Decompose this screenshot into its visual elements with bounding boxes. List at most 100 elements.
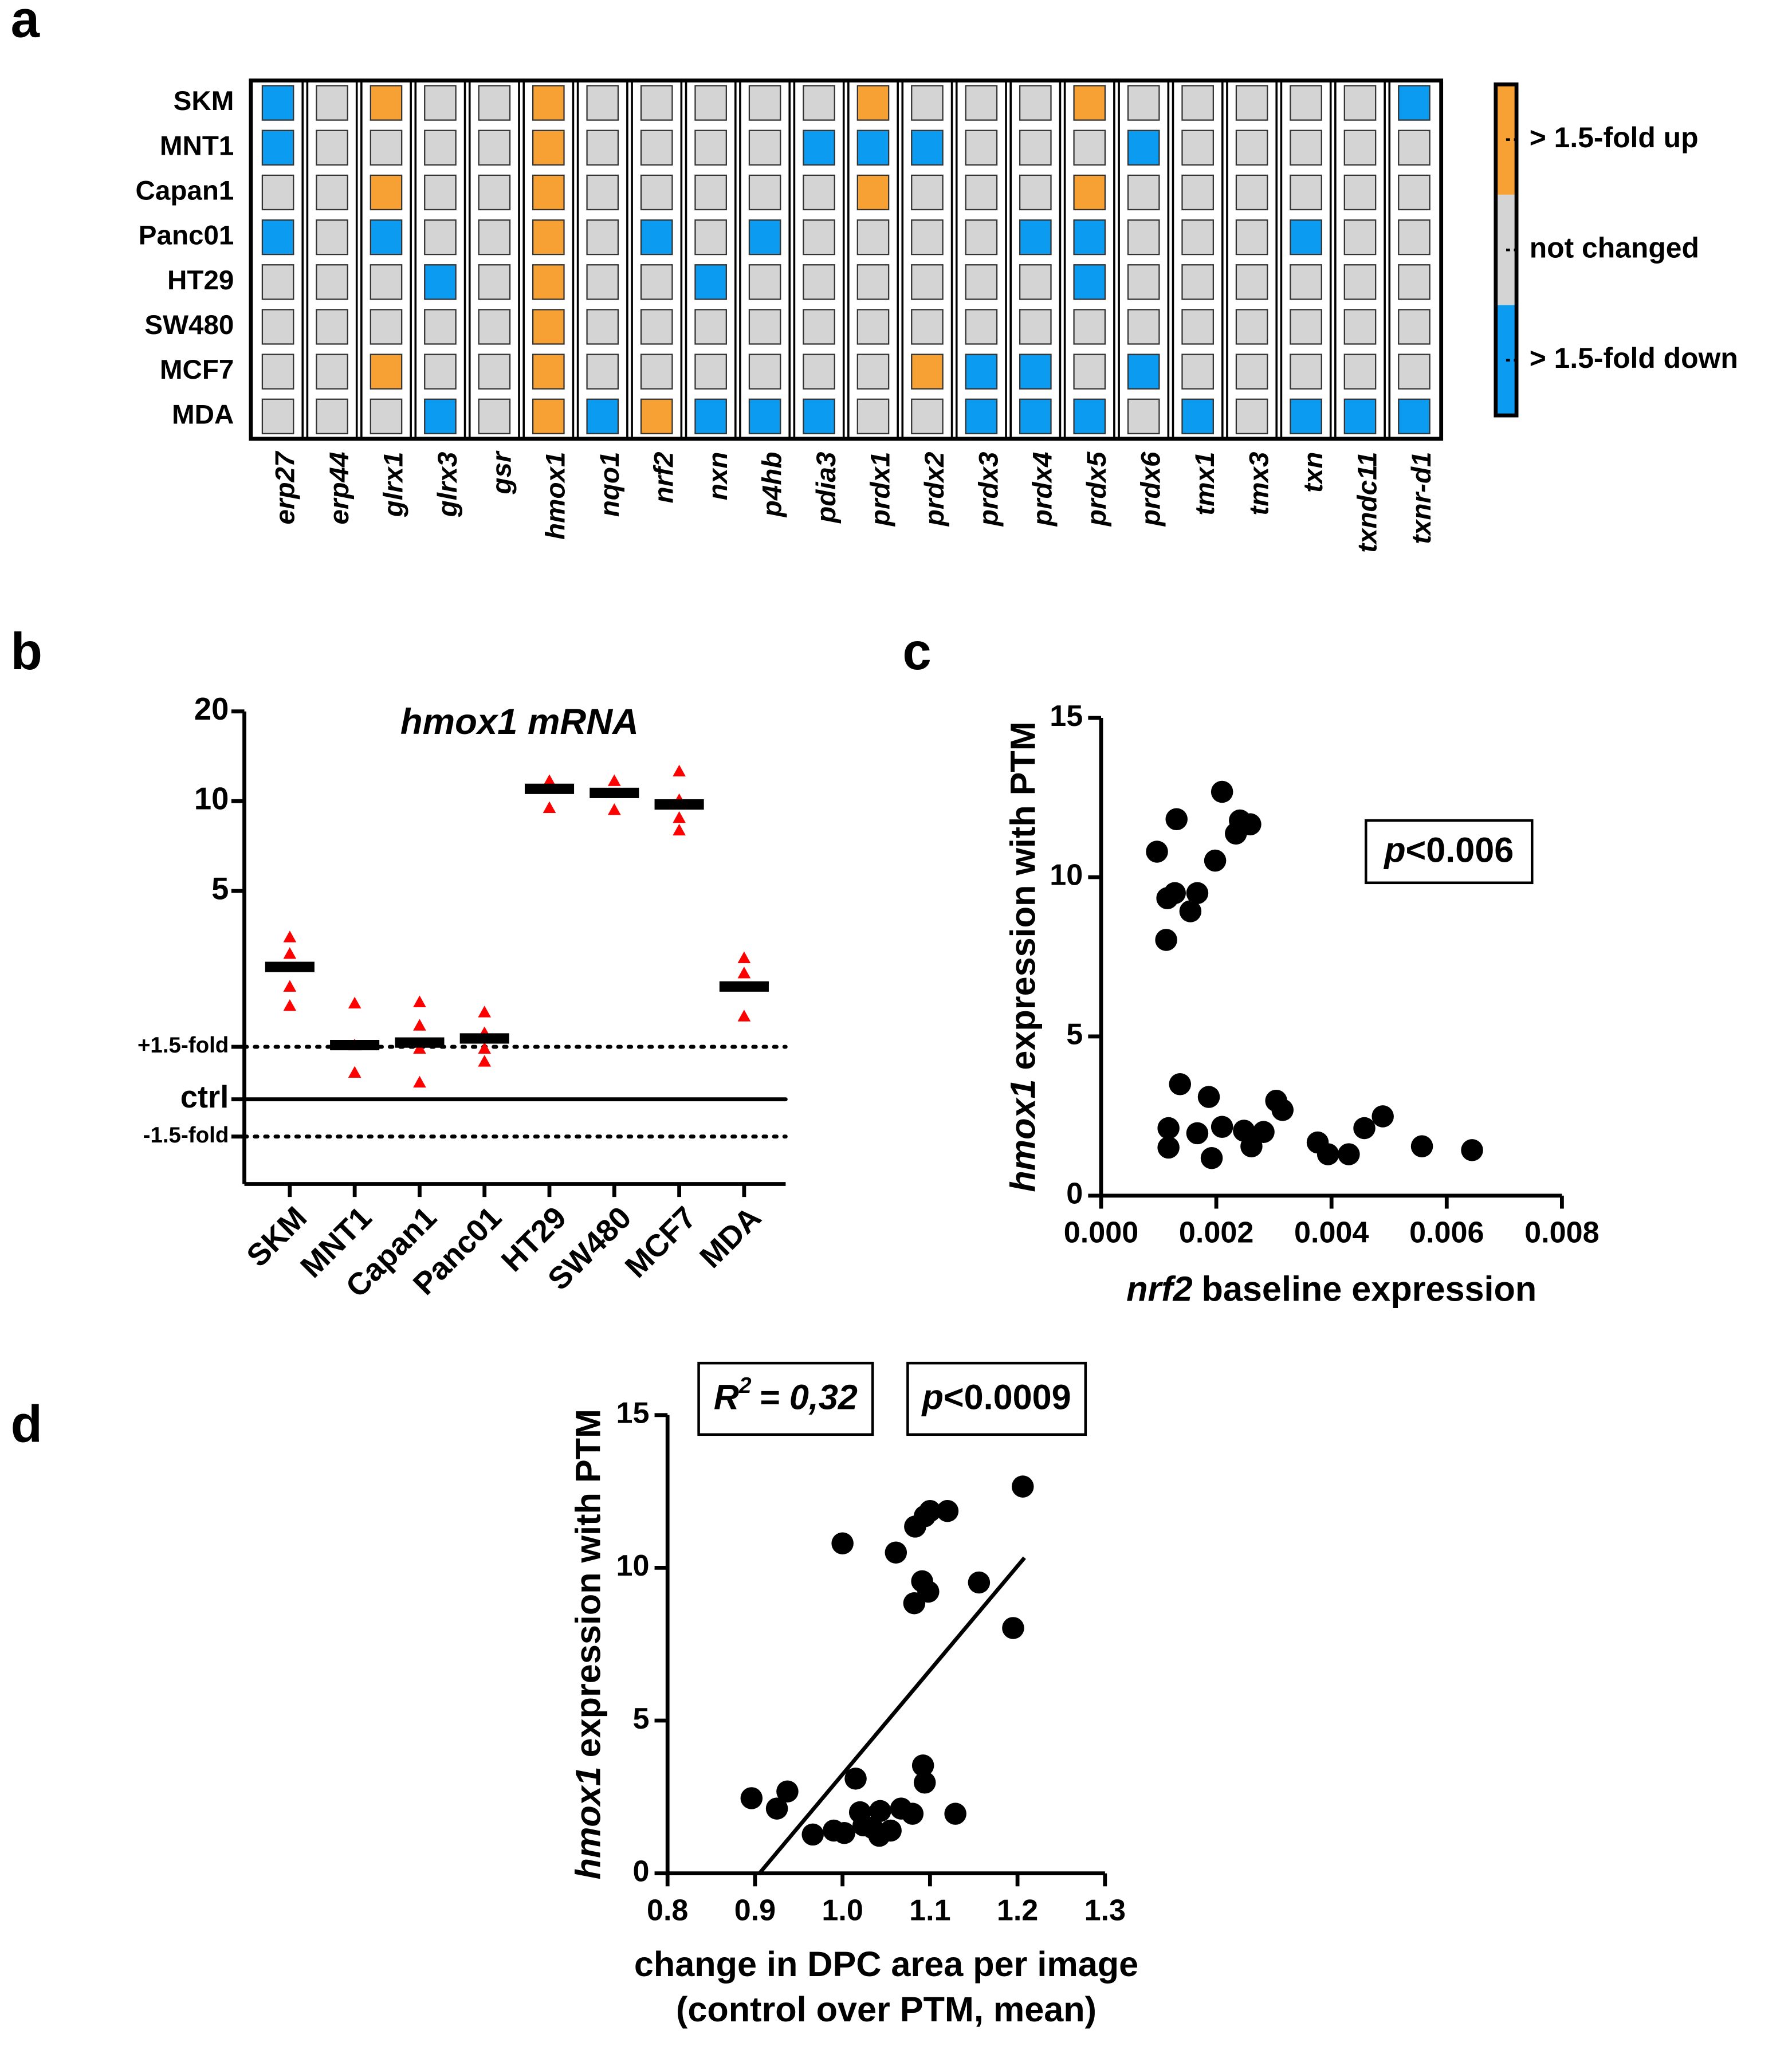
data-point [1338, 1143, 1360, 1165]
heatmap-cell [1181, 309, 1214, 345]
data-point [737, 967, 751, 979]
heatmap-cell [1181, 398, 1214, 434]
legend-label: > 1.5-fold down [1530, 342, 1738, 374]
data-point [543, 801, 556, 813]
annotation-text: = 0,32 [759, 1378, 858, 1417]
heatmap-cell [424, 219, 457, 256]
heatmap-cell [911, 309, 944, 345]
heatmap-cell [856, 219, 890, 256]
row-label: SW480 [144, 310, 234, 340]
y-tick-label: 10 [1050, 859, 1083, 892]
heatmap-cell [1127, 219, 1160, 256]
heatmap-cell [370, 129, 403, 166]
heatmap-cell [1127, 398, 1160, 434]
heatmap-cell [856, 309, 890, 345]
column-label: tmx3 [1244, 452, 1275, 516]
x-tick-label: 0.002 [1179, 1216, 1253, 1250]
heatmap-cell [424, 129, 457, 166]
heatmap-cell [748, 174, 781, 211]
heatmap-cell [370, 264, 403, 300]
heatmap-cell [1019, 85, 1052, 121]
panel-letter: c [902, 623, 931, 681]
data-point [911, 1754, 934, 1777]
heatmap-cell [1343, 309, 1377, 345]
heatmap-cell [1019, 354, 1052, 390]
y-tick-label: 15 [1050, 700, 1083, 733]
y-tick-label: 5 [211, 871, 229, 906]
column-label: pdia3 [811, 452, 842, 524]
heatmap-cell [803, 354, 835, 390]
heatmap-cell [1343, 398, 1377, 434]
annotation-italic: R [714, 1378, 739, 1417]
x-axis-label: nrf2 baseline expression [1126, 1270, 1536, 1309]
heatmap-cell [1127, 309, 1160, 345]
data-point [740, 1787, 763, 1809]
heatmap-cell [586, 219, 619, 256]
heatmap-cell [1290, 398, 1322, 434]
heatmap-cell [748, 219, 781, 256]
heatmap-cell [911, 264, 944, 300]
y-tick-label: -1.5-fold [143, 1123, 229, 1148]
data-point [673, 764, 686, 777]
heatmap-cell [1343, 174, 1377, 211]
data-point [348, 1066, 361, 1078]
data-point [348, 996, 361, 1009]
data-point [1239, 813, 1262, 835]
heatmap-cell [803, 219, 835, 256]
heatmap-cell [1019, 129, 1052, 166]
heatmap-cell [1343, 129, 1377, 166]
legend-label: > 1.5-fold up [1530, 121, 1699, 154]
fit-line [757, 1556, 1026, 1875]
heatmap-cell [478, 398, 511, 434]
data-point [413, 1042, 426, 1054]
data-point [478, 1006, 492, 1018]
data-point [879, 1819, 902, 1842]
heatmap-cell [1235, 354, 1268, 390]
heatmap-cell [1127, 85, 1160, 121]
heatmap-cell [532, 85, 565, 121]
heatmap-cell [1181, 85, 1214, 121]
heatmap-cell [586, 85, 619, 121]
data-point [1317, 1143, 1339, 1165]
y-axis-label-gene: hmox1 [1004, 1079, 1043, 1192]
row-label: Panc01 [139, 221, 234, 251]
heatmap-cell [478, 129, 511, 166]
heatmap-cell [424, 264, 457, 300]
heatmap-cell [1343, 219, 1377, 256]
heatmap-cell [1019, 398, 1052, 434]
heatmap-cell [370, 85, 403, 121]
x-tick-label: 1.1 [909, 1894, 950, 1927]
annotation-text: <0.006 [1406, 831, 1514, 870]
heatmap-cell [1235, 129, 1268, 166]
heatmap-cell [532, 264, 565, 300]
heatmap-cell [261, 309, 294, 345]
row-label: HT29 [167, 265, 234, 296]
heatmap-cell [1019, 174, 1052, 211]
column-label: hmox1 [541, 452, 571, 540]
heatmap-cell [370, 219, 403, 256]
y-axis-label: hmox1 expression with PTM [569, 1409, 608, 1879]
heatmap-cell [1181, 174, 1214, 211]
row-label: Capan1 [136, 175, 234, 206]
heatmap-cell [748, 309, 781, 345]
heatmap-cell [316, 354, 348, 390]
heatmap-cell [370, 174, 403, 211]
data-point [1169, 1073, 1192, 1095]
column-label: prdx6 [1136, 451, 1166, 527]
heatmap-cell [1290, 354, 1322, 390]
panel-letter: a [11, 0, 40, 49]
data-point [968, 1571, 991, 1594]
heatmap-cell [316, 398, 348, 434]
column-label: gsr [486, 450, 517, 495]
heatmap-cell [911, 398, 944, 434]
data-point [543, 774, 556, 786]
heatmap-cell [1290, 219, 1322, 256]
heatmap-cell [316, 85, 348, 121]
heatmap-cell [694, 129, 727, 166]
heatmap-cell [965, 85, 998, 121]
heatmap-cell [911, 174, 944, 211]
mean-bar [654, 799, 704, 810]
heatmap-cell [856, 354, 890, 390]
heatmap-cell [1073, 398, 1106, 434]
column-label: prdx2 [919, 452, 950, 528]
